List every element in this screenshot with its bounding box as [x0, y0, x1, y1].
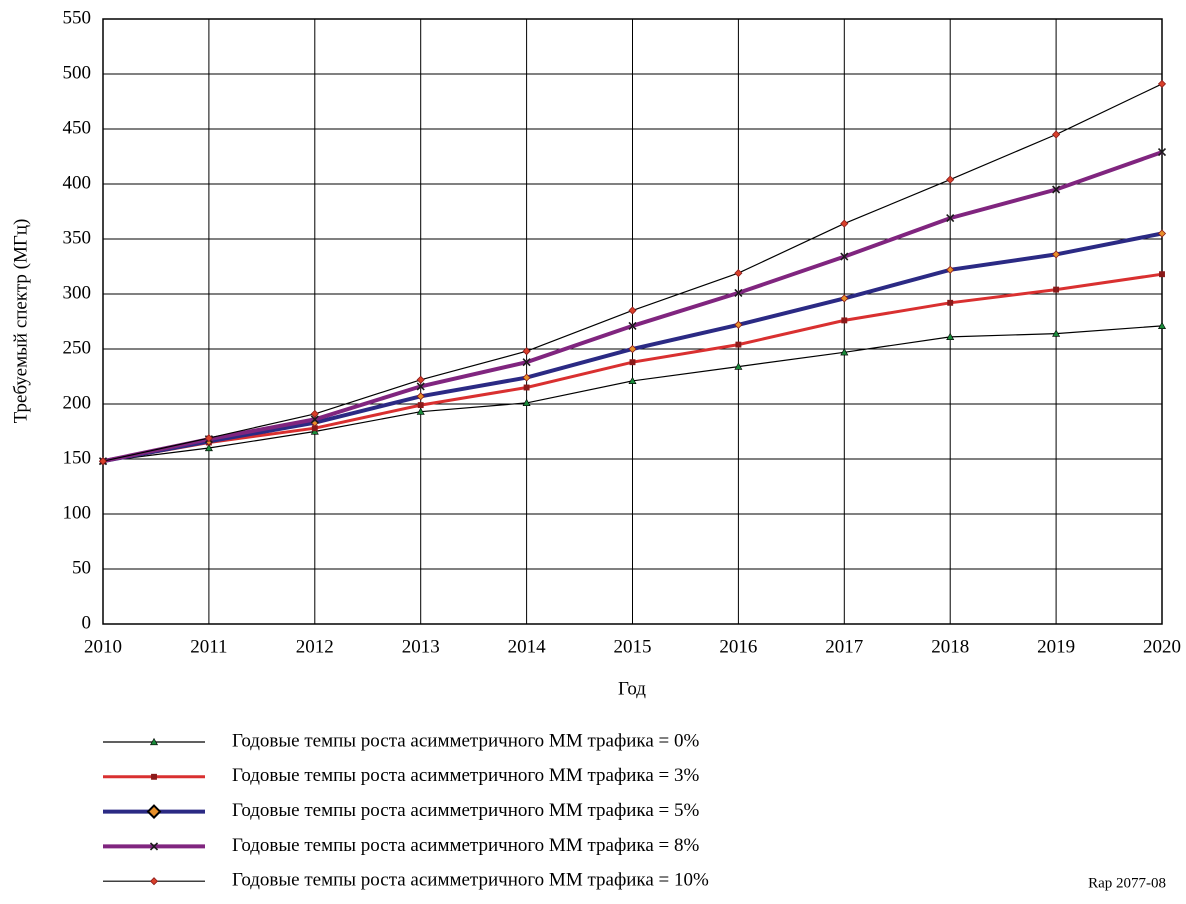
- marker: [734, 320, 743, 329]
- marker: [151, 773, 157, 780]
- marker: [629, 359, 636, 366]
- marker: [1052, 250, 1061, 259]
- marker: [735, 341, 742, 348]
- plot-border: [102, 18, 1163, 625]
- marker: [628, 306, 637, 315]
- marker: [628, 344, 637, 354]
- marker: [1157, 229, 1167, 238]
- y-tick-label: 400: [63, 172, 92, 193]
- legend-label: Годовые темпы роста асимметричного ММ тр…: [232, 870, 709, 891]
- marker: [416, 392, 425, 401]
- marker: [1052, 185, 1061, 194]
- y-tick-label: 200: [63, 392, 92, 413]
- marker: [840, 348, 849, 356]
- marker: [522, 347, 531, 356]
- marker: [522, 373, 531, 382]
- marker: [417, 402, 424, 409]
- x-tick-label: 2011: [190, 636, 227, 657]
- marker: [734, 269, 743, 278]
- marker: [734, 288, 743, 297]
- marker: [149, 737, 159, 746]
- marker: [146, 804, 162, 820]
- marker: [840, 219, 849, 228]
- marker: [523, 384, 530, 391]
- marker: [840, 252, 849, 261]
- legend-label: Годовые темпы роста асимметричного ММ тр…: [232, 730, 700, 751]
- marker: [946, 332, 955, 341]
- marker: [734, 362, 743, 370]
- figure-note: Rap 2077-08: [1088, 875, 1166, 891]
- legend-label: Годовые темпы роста асимметричного ММ тр…: [232, 765, 700, 786]
- x-tick-label: 2017: [825, 636, 863, 657]
- marker: [1157, 148, 1167, 157]
- marker: [416, 382, 425, 391]
- marker: [947, 299, 954, 306]
- marker: [310, 415, 319, 424]
- marker: [522, 398, 531, 407]
- x-tick-label: 2014: [508, 636, 547, 657]
- x-axis-label: Год: [618, 678, 646, 699]
- y-tick-label: 500: [63, 62, 92, 83]
- marker: [1159, 271, 1165, 278]
- marker: [204, 434, 213, 443]
- x-tick-label: 2013: [402, 636, 440, 657]
- marker: [946, 214, 955, 223]
- marker: [1052, 329, 1061, 337]
- marker: [840, 294, 849, 303]
- y-tick-label: 0: [82, 612, 92, 633]
- legend-label: Годовые темпы роста асимметричного ММ тр…: [232, 835, 700, 856]
- marker: [416, 407, 425, 415]
- y-tick-label: 350: [63, 227, 92, 248]
- marker: [1157, 79, 1167, 88]
- y-tick-label: 250: [63, 337, 92, 358]
- x-tick-label: 2016: [719, 636, 757, 657]
- marker: [1157, 321, 1167, 330]
- y-tick-label: 300: [63, 282, 92, 303]
- y-tick-label: 450: [63, 117, 92, 138]
- marker: [946, 265, 955, 274]
- marker: [522, 358, 531, 367]
- marker: [149, 877, 159, 886]
- marker: [1053, 286, 1060, 293]
- y-axis-label: Требуемый спектр (МГц): [10, 219, 31, 424]
- y-tick-label: 550: [63, 7, 92, 28]
- x-tick-label: 2020: [1143, 636, 1181, 657]
- x-tick-label: 2019: [1037, 636, 1075, 657]
- marker: [416, 375, 425, 384]
- y-tick-label: 150: [63, 447, 92, 468]
- marker: [1052, 130, 1061, 139]
- marker: [946, 175, 955, 184]
- x-tick-label: 2012: [296, 636, 334, 657]
- y-tick-label: 100: [63, 502, 92, 523]
- marker: [310, 409, 319, 418]
- marker: [98, 457, 108, 466]
- x-tick-label: 2015: [614, 636, 652, 657]
- marker: [204, 443, 213, 452]
- x-tick-label: 2010: [84, 636, 122, 657]
- legend-label: Годовые темпы роста асимметричного ММ тр…: [232, 800, 700, 821]
- marker: [628, 321, 637, 330]
- marker: [628, 376, 637, 385]
- x-tick-label: 2018: [931, 636, 969, 657]
- marker: [841, 317, 848, 324]
- marker: [149, 842, 159, 851]
- y-tick-label: 50: [72, 557, 91, 578]
